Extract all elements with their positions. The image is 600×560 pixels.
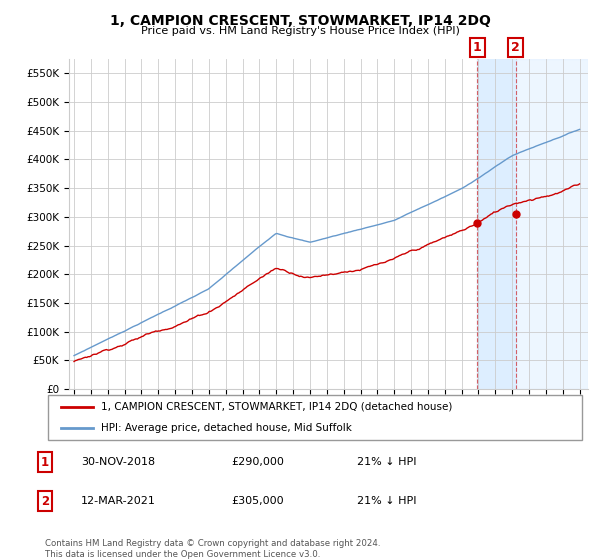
Text: 30-NOV-2018: 30-NOV-2018 [81,457,155,467]
Text: 21% ↓ HPI: 21% ↓ HPI [357,496,416,506]
Bar [477,59,515,389]
Text: £305,000: £305,000 [231,496,284,506]
Text: 1: 1 [41,455,49,469]
Bar [515,59,588,389]
Text: 1: 1 [473,41,481,54]
Text: 12-MAR-2021: 12-MAR-2021 [81,496,156,506]
Text: 2: 2 [511,41,520,54]
Text: HPI: Average price, detached house, Mid Suffolk: HPI: Average price, detached house, Mid … [101,422,352,432]
Text: Price paid vs. HM Land Registry's House Price Index (HPI): Price paid vs. HM Land Registry's House … [140,26,460,36]
Text: 2: 2 [41,494,49,508]
Text: £290,000: £290,000 [231,457,284,467]
Text: 1, CAMPION CRESCENT, STOWMARKET, IP14 2DQ (detached house): 1, CAMPION CRESCENT, STOWMARKET, IP14 2D… [101,402,453,412]
Text: Contains HM Land Registry data © Crown copyright and database right 2024.
This d: Contains HM Land Registry data © Crown c… [45,539,380,559]
Text: 1, CAMPION CRESCENT, STOWMARKET, IP14 2DQ: 1, CAMPION CRESCENT, STOWMARKET, IP14 2D… [110,14,490,28]
Text: 21% ↓ HPI: 21% ↓ HPI [357,457,416,467]
FancyBboxPatch shape [48,395,582,440]
